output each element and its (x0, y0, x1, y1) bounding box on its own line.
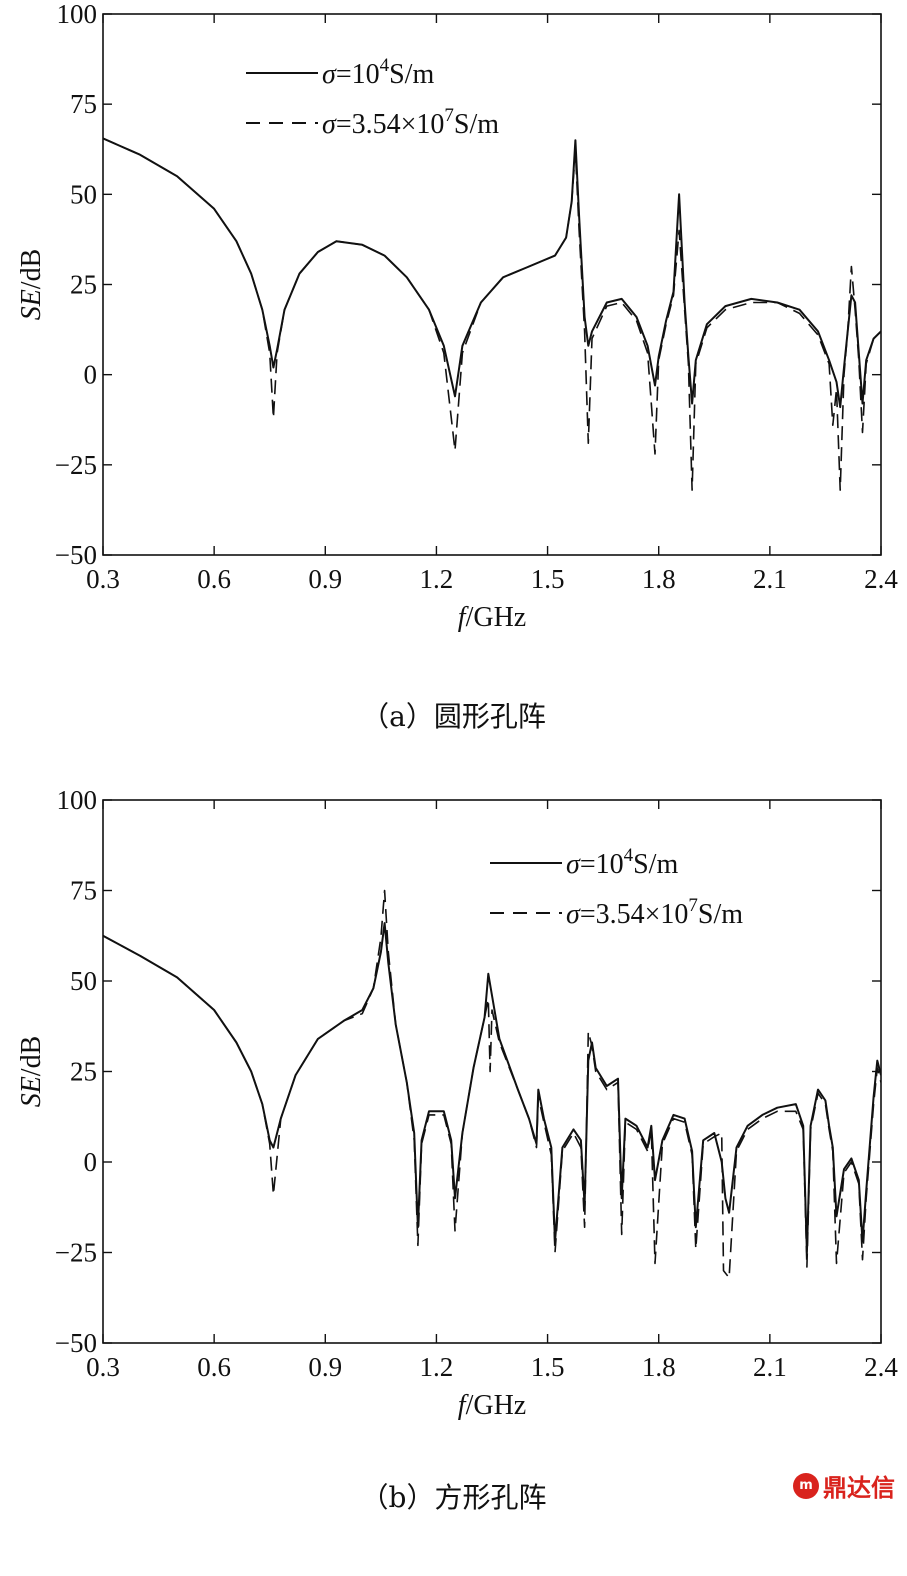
y-axis-label: SE/dB (16, 1036, 47, 1108)
series-line-dashed (103, 137, 881, 491)
watermark-logo: m 鼎达信 (793, 1468, 895, 1503)
chart-panel-a: 0.3 0.6 0.9 1.2 1.5 1.8 2.1 2.4 100 75 50 25 0 −25 −50… (16, 0, 898, 733)
plot-frame (102, 799, 882, 1344)
caption-a: （a）圆形孔阵 (361, 700, 546, 733)
y-tick-label: 100 (57, 786, 98, 815)
x-axis-label: f/GHz (458, 602, 526, 633)
legend-label: σ=104S/m (566, 845, 678, 880)
chart-a: 0.3 0.6 0.9 1.2 1.5 1.8 2.1 2.4 100 75 50 25 0 −25 −50… (16, 0, 898, 633)
x-tick-label: 0.9 (308, 564, 342, 594)
x-tick-label: 1.2 (420, 1352, 454, 1382)
y-tick-label: 25 (70, 1057, 97, 1087)
x-tick-label: 0.6 (197, 1352, 231, 1382)
series-line-solid (103, 922, 881, 1254)
x-tick-label: 1.5 (531, 1352, 565, 1382)
caption-b: （b）方形孔阵 (360, 1481, 547, 1514)
plot-frame (102, 13, 882, 556)
y-tick-label: −50 (55, 540, 97, 570)
y-tick-label: 0 (84, 360, 98, 390)
x-tick-label: 2.1 (753, 1352, 787, 1382)
y-tick-label: 25 (70, 270, 97, 300)
x-tick-label: 1.2 (420, 564, 454, 594)
x-tick-label: 2.4 (864, 1352, 898, 1382)
series-line-dashed (103, 889, 881, 1279)
y-tick-label: −50 (55, 1328, 97, 1358)
x-tick-label: 0.6 (197, 564, 231, 594)
x-tick-label: 2.1 (753, 564, 787, 594)
y-tick-label: −25 (55, 450, 97, 480)
legend-label: σ=3.54×107S/m (566, 895, 743, 930)
x-tick-label: 1.8 (642, 1352, 676, 1382)
y-tick-label: 75 (70, 89, 97, 119)
legend-label: σ=104S/m (322, 55, 434, 90)
watermark-text: 鼎达信 (823, 1474, 895, 1502)
y-tick-label: 100 (57, 0, 98, 29)
x-tick-label: 1.5 (531, 564, 565, 594)
y-axis-label: SE/dB (16, 249, 47, 321)
x-tick-label: 0.9 (308, 1352, 342, 1382)
chart-panel-b: 0.3 0.6 0.9 1.2 1.5 1.8 2.1 2.4 100 75 50 25 0 −25 −50… (0, 785, 907, 1576)
y-tick-label: 50 (70, 966, 97, 996)
y-tick-label: −25 (55, 1238, 97, 1268)
chart-b: 0.3 0.6 0.9 1.2 1.5 1.8 2.1 2.4 100 75 50 25 0 −25 −50… (16, 785, 898, 1421)
legend-label: σ=3.54×107S/m (322, 105, 499, 140)
y-tick-label: 0 (84, 1147, 98, 1177)
x-axis-label: f/GHz (458, 1390, 526, 1421)
x-tick-label: 0.3 (86, 1352, 120, 1382)
x-tick-label: 0.3 (86, 564, 120, 594)
y-tick-label: 50 (70, 179, 97, 209)
y-tick-label: 75 (70, 876, 97, 906)
series-line-solid (103, 137, 881, 409)
x-tick-label: 1.8 (642, 564, 676, 594)
x-tick-label: 2.4 (864, 564, 898, 594)
logo-badge-icon: m (793, 1472, 819, 1499)
